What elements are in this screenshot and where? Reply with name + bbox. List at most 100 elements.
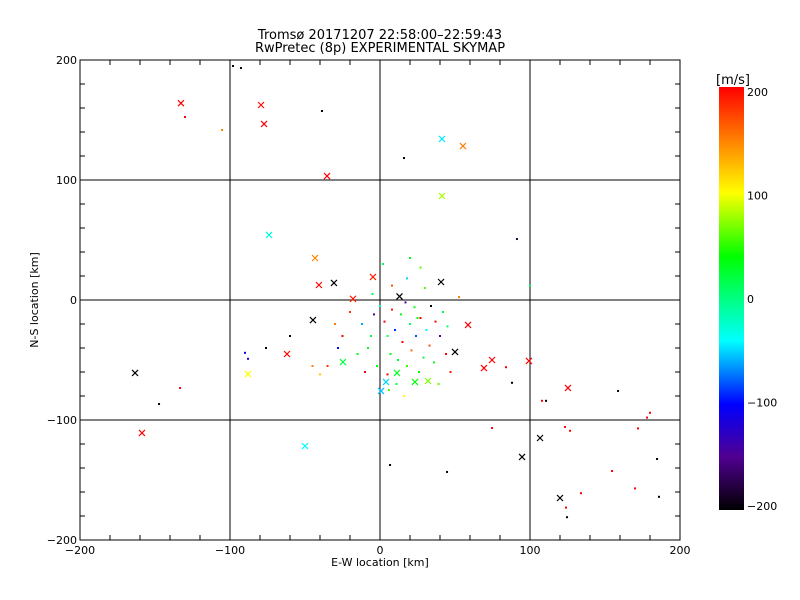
y-tick-label: 0: [70, 294, 77, 307]
cross-stroke: [564, 384, 572, 392]
dot-marker: [566, 516, 569, 519]
dot-marker: [386, 335, 389, 337]
dot-marker: [364, 371, 366, 373]
dot-marker: [184, 116, 186, 118]
cross-marker: [480, 364, 488, 372]
dot-marker: [367, 347, 369, 349]
cross-stroke: [396, 292, 403, 300]
chart-title: Tromsø 20171207 22:58:00–22:59:43: [257, 28, 502, 43]
cross-stroke: [437, 278, 445, 286]
dot-marker: [379, 305, 381, 307]
dot-marker: [563, 425, 566, 428]
dot-marker: [371, 293, 374, 295]
axis-ticks: −200 −100 0 100 200 −200 −100 0 100 200: [47, 54, 691, 557]
cross-marker: [382, 378, 390, 386]
dot-marker: [373, 313, 375, 316]
x-tick-label: −200: [65, 544, 95, 557]
dot-marker: [320, 110, 323, 112]
dot-marker: [247, 357, 249, 360]
dot-marker: [349, 311, 351, 313]
colorbar-label: [m/s]: [716, 73, 750, 88]
dot-marker: [403, 157, 405, 160]
cross-marker: [438, 192, 446, 200]
dot-marker: [658, 495, 660, 498]
dot-marker: [370, 335, 372, 337]
dot-marker: [383, 320, 386, 323]
dot-marker: [319, 373, 321, 376]
dot-marker: [406, 277, 408, 280]
cross-marker: [438, 135, 446, 143]
dot-marker: [265, 347, 267, 349]
y-tick-label: 200: [56, 54, 77, 67]
dot-marker: [409, 257, 411, 259]
dot-marker: [179, 386, 182, 389]
y-tick-label: −200: [47, 534, 77, 547]
cross-marker: [260, 120, 268, 128]
x-tick-label: −100: [215, 544, 245, 557]
cross-stroke: [301, 442, 309, 450]
dot-marker: [409, 323, 411, 325]
dot-marker: [565, 506, 567, 509]
cross-marker: [138, 429, 146, 437]
dot-marker: [656, 458, 659, 460]
cross-stroke: [265, 231, 273, 239]
cross-marker: [257, 101, 265, 109]
dot-marker: [649, 411, 651, 414]
dot-marker: [326, 365, 329, 367]
dot-marker: [413, 306, 416, 309]
cross-stroke: [138, 429, 146, 437]
dot-marker: [445, 353, 447, 355]
cross-marker: [437, 278, 445, 286]
dot-marker: [418, 371, 420, 373]
cross-stroke: [309, 316, 317, 324]
dot-marker: [434, 320, 437, 323]
cross-marker: [315, 281, 323, 289]
cross-marker: [301, 442, 309, 450]
dot-marker: [401, 341, 404, 343]
x-tick-label: 100: [520, 544, 541, 557]
dot-marker: [425, 329, 428, 331]
cross-stroke: [459, 142, 467, 150]
cross-marker: [396, 292, 403, 300]
dot-marker: [341, 335, 344, 337]
colorbar-tick-label: −100: [747, 397, 777, 410]
dot-marker: [415, 335, 417, 337]
dot-marker: [491, 427, 494, 430]
dot-marker: [386, 373, 389, 376]
dot-marker: [419, 317, 422, 319]
cross-marker: [283, 350, 291, 358]
dot-marker: [410, 349, 413, 352]
y-tick-label: 100: [56, 174, 77, 187]
cross-stroke: [393, 369, 401, 377]
dot-marker: [416, 317, 419, 319]
dot-marker: [449, 371, 452, 373]
dot-marker: [545, 399, 548, 402]
dot-marker: [158, 403, 161, 406]
cross-marker: [339, 358, 347, 366]
dot-marker: [458, 296, 461, 298]
dot-marker: [382, 263, 384, 265]
dot-marker: [404, 301, 407, 304]
cross-stroke: [283, 350, 291, 358]
cross-marker: [265, 231, 273, 239]
dot-marker: [221, 128, 224, 131]
cross-stroke: [518, 453, 526, 461]
data-points: [131, 65, 660, 519]
cross-marker: [393, 369, 401, 377]
dot-marker: [580, 492, 582, 495]
dot-marker: [437, 383, 440, 385]
cross-stroke: [315, 281, 323, 289]
dot-marker: [244, 351, 246, 354]
dot-marker: [442, 311, 444, 313]
dot-marker: [395, 383, 398, 385]
cross-stroke: [349, 295, 357, 303]
cross-stroke: [480, 364, 488, 372]
cross-stroke: [311, 254, 319, 262]
dot-marker: [424, 287, 426, 289]
cross-marker: [377, 387, 385, 395]
cross-stroke: [257, 101, 265, 109]
dot-marker: [446, 325, 449, 328]
colorbar-tick-label: −200: [747, 500, 777, 513]
dot-marker: [391, 308, 393, 311]
dot-marker: [511, 381, 513, 384]
